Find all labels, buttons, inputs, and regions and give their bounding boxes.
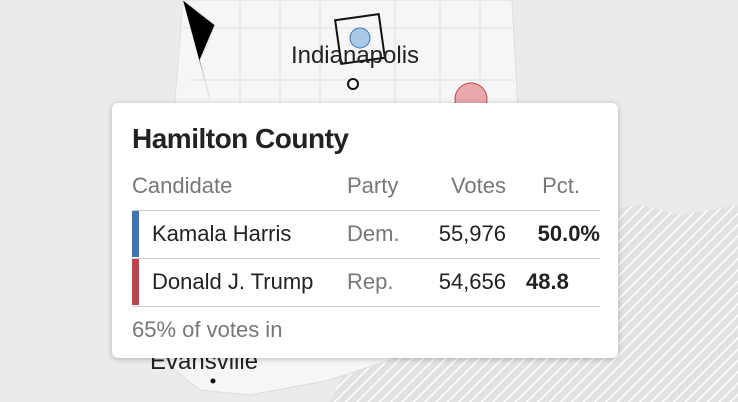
candidate-name: Donald J. Trump [152,269,314,294]
column-header: Party [347,173,399,198]
party: Rep. [347,269,394,294]
row-divider [132,306,600,307]
column-header: Candidate [132,173,233,198]
row-divider [132,258,600,259]
city-label: Indianapolis [291,42,419,69]
votes: 54,656 [438,269,506,294]
column-header: Votes [450,173,506,198]
votes: 55,976 [438,221,506,246]
county-highlight [334,13,386,65]
tooltip-title: Hamilton County [132,123,349,154]
percent: 48.8 [526,269,569,294]
city-dot [210,378,216,384]
candidate-name: Kamala Harris [152,221,292,246]
county-marker [349,27,371,49]
party: Dem. [347,221,400,246]
tooltip: Hamilton County Candidate Party Votes Pc… [112,103,618,358]
reporting-note: 65% of votes in [132,317,283,342]
column-header: Pct. [542,173,580,198]
party-bar [132,211,139,257]
row-divider [132,210,600,211]
percent: 50.0% [537,221,600,246]
party-bar [132,259,139,305]
city-dot [347,78,359,90]
